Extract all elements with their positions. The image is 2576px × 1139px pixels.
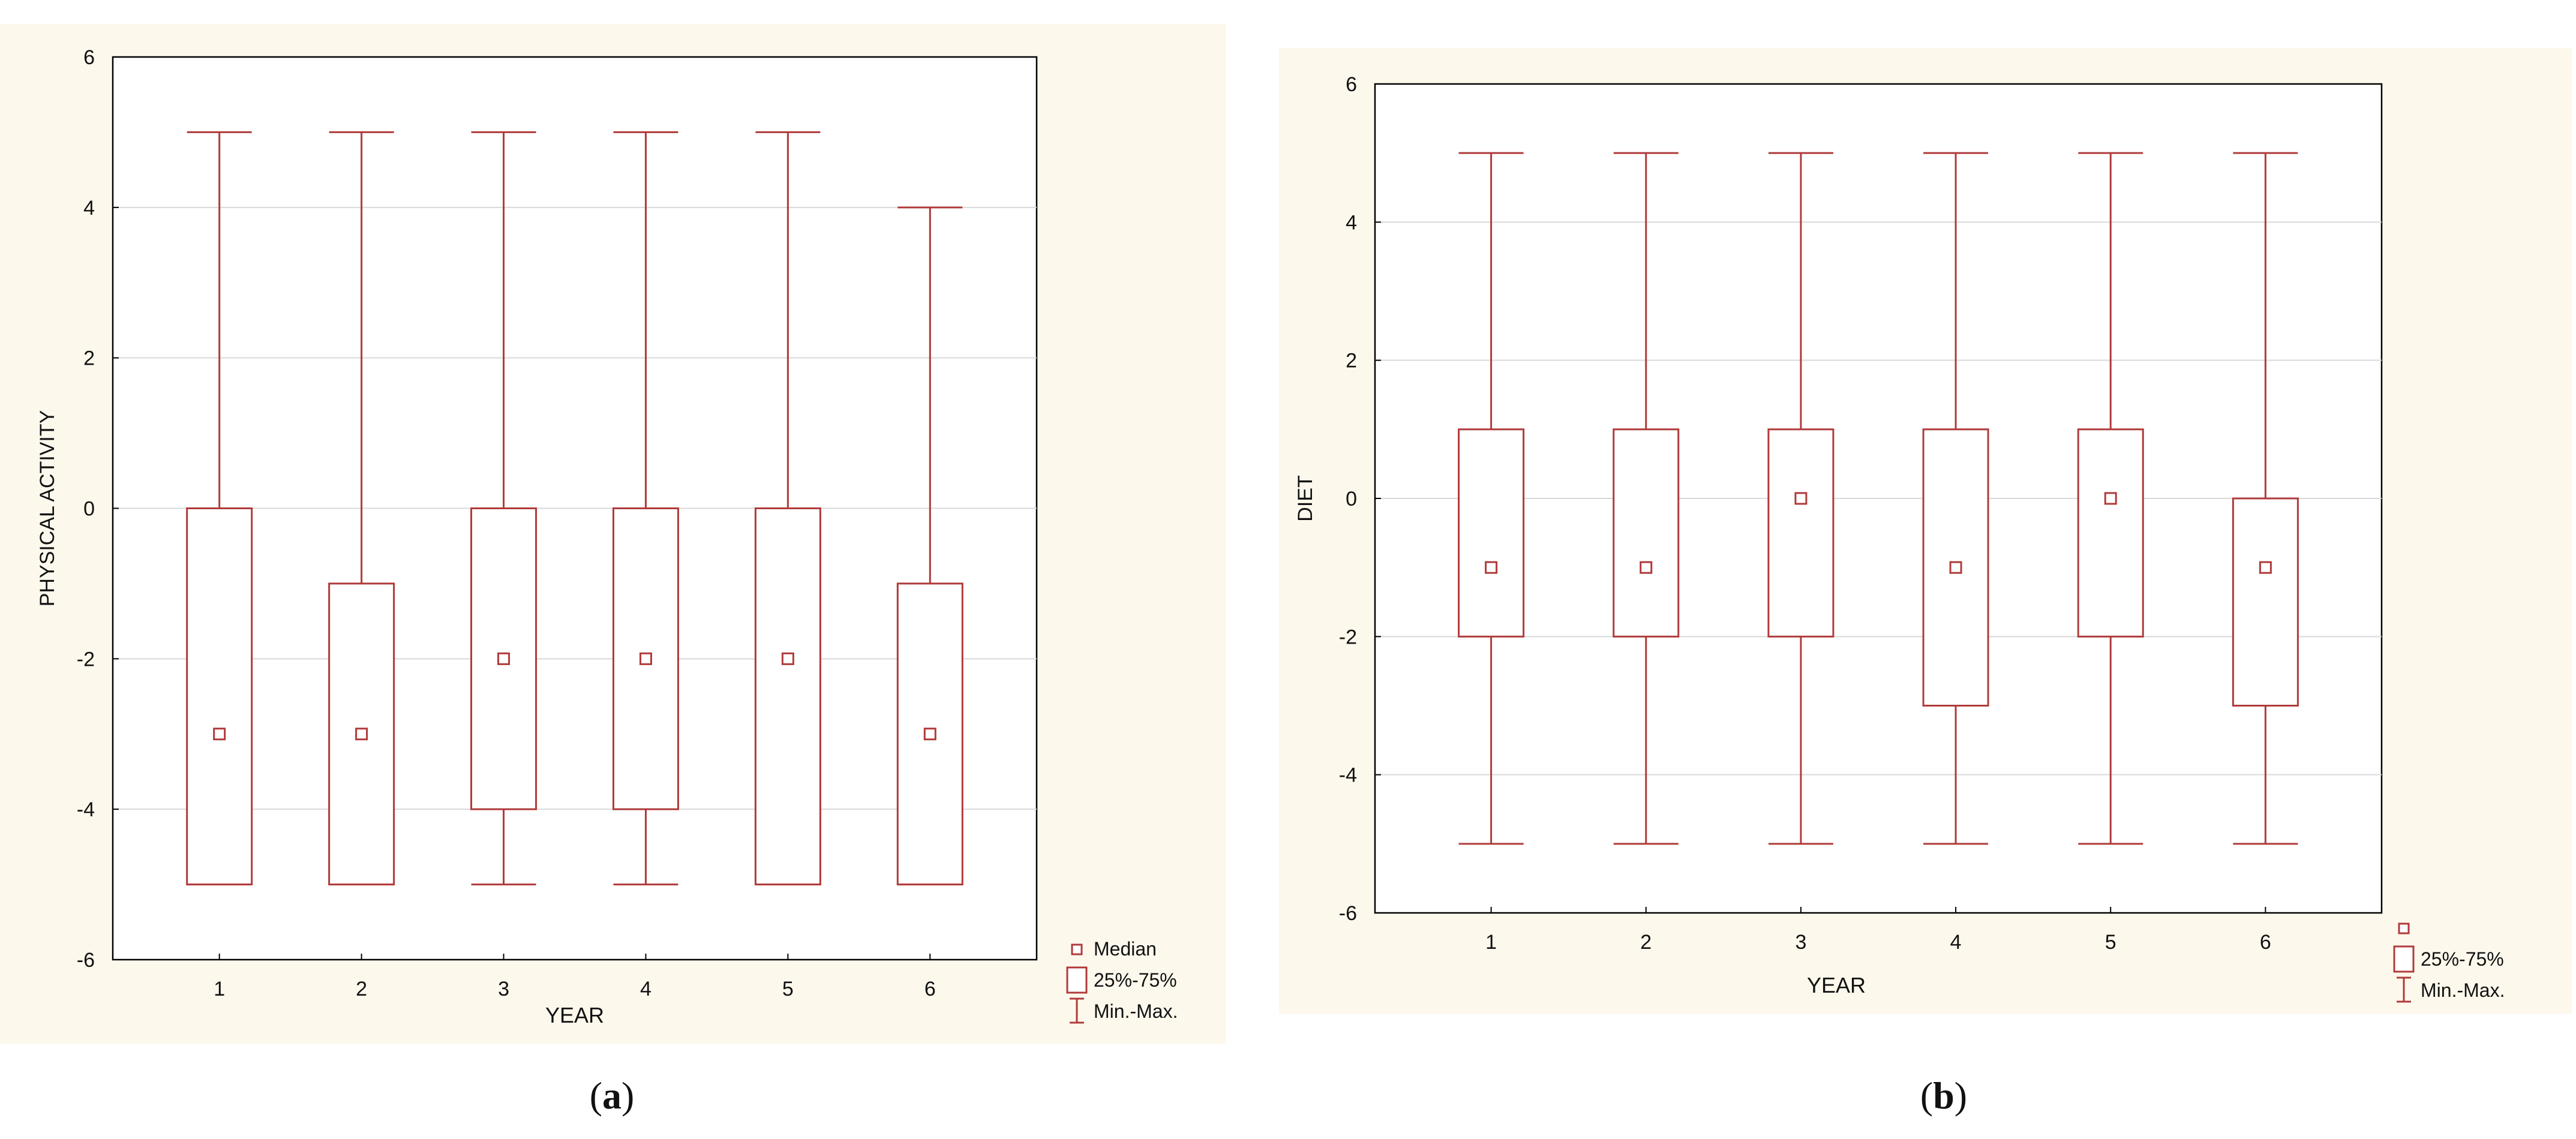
y-tick-label: -4: [1339, 764, 1357, 787]
x-tick-label: 6: [924, 978, 936, 1000]
box-2: [328, 131, 395, 886]
caption-a: (a): [522, 1074, 702, 1118]
iqr-box: [1458, 428, 1525, 638]
median-marker: [1485, 561, 1498, 574]
caption-a-open: (: [589, 1074, 602, 1117]
legend-box-label: 25%-75%: [2421, 948, 2504, 970]
box-1: [1458, 152, 1525, 845]
x-tick-label: 1: [1485, 931, 1497, 954]
box-6: [2232, 152, 2299, 845]
median-marker: [2259, 561, 2272, 574]
y-tick-label: -6: [1339, 902, 1357, 925]
caption-b-close: ): [1954, 1074, 1968, 1117]
median-marker: [639, 652, 652, 665]
median-marker: [781, 652, 794, 665]
box-4: [1922, 152, 1989, 845]
legend-box-icon: [1066, 966, 1088, 994]
legend-box-label: 25%-75%: [1094, 969, 1177, 991]
median-marker: [497, 652, 511, 665]
caption-b: (b): [1854, 1074, 2034, 1118]
legend-minmax-label: Min.-Max.: [2421, 979, 2505, 1001]
y-tick-label: 6: [1346, 73, 1357, 96]
box-6: [896, 206, 963, 886]
y-tick-label: -2: [1339, 626, 1357, 648]
x-tick-label: 1: [214, 978, 225, 1000]
box-4: [612, 131, 679, 886]
chart-panel-b: -6 -4 -2 0 2 4 6 DIET 1 2 3 4 5 6 YEAR 25%-75% Min.-Max.: [1279, 48, 2572, 1014]
x-tick-label: 2: [1640, 931, 1652, 954]
iqr-box: [1613, 428, 1680, 638]
box-2: [1613, 152, 1680, 845]
box-1: [186, 131, 253, 886]
x-tick-label: 3: [1795, 931, 1806, 954]
caption-b-open: (: [1920, 1074, 1933, 1117]
legend-median-icon: [2398, 922, 2410, 934]
y-tick-label: 2: [83, 347, 95, 370]
y-tick-label: -6: [77, 949, 95, 972]
y-tick-label: 2: [1346, 350, 1357, 372]
y-tick-label: 4: [1346, 211, 1357, 234]
median-marker: [923, 728, 936, 741]
x-tick-label: 3: [498, 978, 509, 1000]
x-tick-label: 6: [2260, 931, 2271, 954]
chart-panel-a: -6 -4 -2 0 2 4 6 PHYSICAL ACTIVITY 1 2 3 4 5 6 YEAR Med…: [0, 24, 1226, 1044]
x-tick-label: 4: [640, 978, 651, 1000]
box-5: [2077, 152, 2144, 845]
legend: Median 25%-75% Min.-Max.: [1066, 938, 1178, 1024]
median-marker: [355, 728, 368, 741]
y-tick-label: 0: [1346, 488, 1357, 510]
y-tick-label: 0: [83, 498, 95, 521]
boxplot-physical-activity: -6 -4 -2 0 2 4 6 PHYSICAL ACTIVITY 1 2 3 4 5 6 YEAR Med…: [36, 46, 1178, 1027]
median-marker: [213, 728, 226, 741]
legend-minmax-label: Min.-Max.: [1094, 1000, 1178, 1022]
y-tick-label: 4: [83, 197, 95, 220]
box-3: [1767, 152, 1835, 845]
y-tick-label: -4: [77, 798, 95, 821]
x-tick-label: 2: [356, 978, 367, 1000]
x-tick-label: 5: [2105, 931, 2116, 954]
iqr-box: [754, 507, 821, 886]
x-tick-label: 5: [782, 978, 794, 1000]
caption-a-letter: a: [602, 1074, 622, 1117]
iqr-box: [1767, 428, 1835, 638]
box-3: [470, 131, 538, 886]
y-tick-label: -2: [77, 648, 95, 671]
x-axis-label: YEAR: [545, 1003, 604, 1027]
legend-median-label: Median: [1094, 938, 1157, 960]
median-marker: [1949, 561, 1962, 574]
iqr-box: [2077, 428, 2144, 638]
legend-median-icon: [1071, 943, 1083, 955]
caption-b-letter: b: [1933, 1074, 1954, 1117]
iqr-box: [2232, 497, 2299, 707]
boxplot-diet: -6 -4 -2 0 2 4 6 DIET 1 2 3 4 5 6 YEAR 25%-75% Min.-Max.: [1294, 73, 2505, 1003]
median-marker: [1640, 561, 1653, 574]
y-axis-label: DIET: [1294, 475, 1317, 521]
median-marker: [1794, 492, 1808, 505]
legend-box-icon: [2393, 945, 2415, 973]
median-marker: [2104, 492, 2117, 505]
caption-a-close: ): [622, 1074, 635, 1117]
iqr-box: [186, 507, 253, 886]
x-tick-label: 4: [1950, 931, 1962, 954]
legend: 25%-75% Min.-Max.: [2393, 922, 2505, 1003]
x-axis-label: YEAR: [1807, 973, 1866, 997]
box-5: [754, 131, 821, 886]
y-tick-label: 6: [83, 46, 95, 69]
y-axis-label: PHYSICAL ACTIVITY: [36, 410, 59, 607]
